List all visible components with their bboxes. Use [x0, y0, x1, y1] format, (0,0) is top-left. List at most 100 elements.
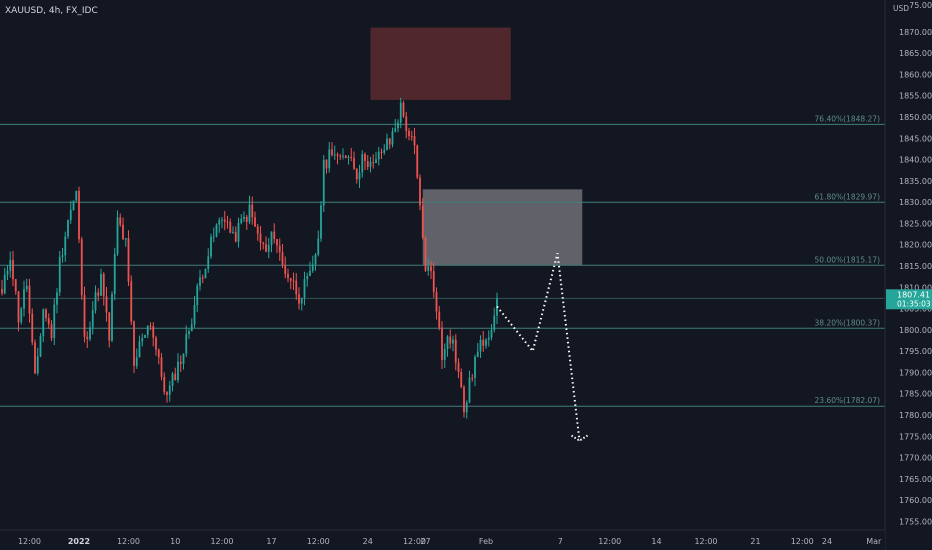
zones: [370, 27, 583, 266]
currency-label: USD: [893, 4, 909, 13]
candle-body: [3, 274, 6, 294]
candle-body: [86, 336, 89, 340]
candle-body: [443, 348, 446, 360]
candle-body: [64, 236, 67, 256]
candle-body: [254, 217, 256, 227]
candle-body: [457, 362, 460, 373]
candle-body: [226, 221, 229, 223]
candle-body: [465, 402, 468, 413]
fib-label: 23.60%(1782.07): [815, 396, 881, 405]
price-tick-label: 1825.00: [899, 219, 932, 228]
candle-body: [386, 138, 388, 150]
candle-body: [256, 226, 259, 234]
candle-body: [75, 190, 78, 201]
candle-body: [375, 159, 377, 164]
fib-label: 76.40%(1848.27): [815, 114, 881, 123]
candle-body: [463, 387, 465, 413]
price-tick-label: 1755.00: [899, 517, 932, 526]
time-tick-label: 24: [363, 537, 373, 546]
candle-body: [435, 292, 438, 312]
candle-body: [174, 373, 177, 381]
candle-body: [394, 128, 397, 132]
candle-body: [50, 324, 53, 339]
candle-body: [80, 239, 83, 296]
time-tick-label: 12:00: [791, 537, 814, 546]
candle-body: [133, 321, 135, 366]
current-price-badge[interactable]: [886, 289, 932, 310]
fib-retracement[interactable]: 76.40%(1848.27) 61.80%(1829.97) 50.00%(181…: [0, 114, 885, 407]
candle-body: [314, 254, 317, 265]
candle-body: [72, 200, 75, 210]
candle-body: [278, 245, 281, 253]
candle-body: [265, 244, 267, 252]
candle-body: [36, 356, 39, 374]
candle-body: [111, 294, 113, 341]
candle-body: [234, 232, 237, 242]
price-tick-label: 1815.00: [899, 262, 932, 271]
candle-body: [322, 159, 325, 206]
candle-body: [17, 291, 20, 323]
candle-body: [427, 266, 430, 271]
symbol-title: XAUUSD, 4h, FX_IDC: [5, 6, 98, 16]
candle-body: [281, 252, 284, 266]
time-tick-label: 12:00: [117, 537, 140, 546]
candle-body: [163, 376, 166, 393]
candle-body: [122, 224, 124, 240]
candle-body: [23, 289, 25, 309]
candle-body: [94, 292, 97, 311]
candle-body: [479, 339, 482, 352]
candle-body: [124, 238, 127, 240]
candle-body: [438, 311, 441, 328]
candle-body: [402, 102, 405, 117]
candle-body: [210, 236, 212, 257]
price-tick-label: 1785.00: [899, 390, 932, 399]
candle-body: [441, 327, 443, 360]
candle-body: [460, 372, 463, 388]
candle-body: [320, 205, 322, 239]
candle-body: [454, 339, 457, 363]
candle-body: [185, 334, 188, 354]
candle-body: [240, 218, 243, 224]
time-tick-label: Mar: [866, 537, 882, 546]
candle-body: [388, 138, 391, 145]
candle-body: [303, 279, 306, 299]
currency-bg: [890, 2, 910, 13]
candle-body: [69, 209, 72, 221]
candle-body: [267, 245, 270, 252]
candle-body: [287, 273, 289, 279]
candle-body: [273, 231, 276, 240]
candle-body: [471, 377, 474, 379]
candle-body: [369, 162, 372, 167]
candle-body: [6, 270, 9, 275]
candle-body: [127, 238, 130, 282]
candle-body: [56, 292, 58, 305]
price-tick-label: 1810.00: [899, 283, 932, 292]
candle-body: [61, 255, 64, 257]
candle-body: [487, 337, 490, 340]
candle-body: [14, 279, 17, 292]
candle-body: [166, 392, 168, 395]
time-tick-label: 7: [558, 537, 563, 546]
price-tick-label: 1840.00: [899, 156, 932, 165]
time-tick-label: Feb: [479, 537, 493, 546]
candle-body: [141, 337, 144, 342]
candle-body: [292, 280, 295, 282]
candle-body: [468, 377, 471, 403]
candle-body: [42, 309, 45, 337]
time-tick-label: 10: [170, 537, 180, 546]
candle-body: [251, 204, 254, 218]
candle-body: [311, 264, 314, 271]
fib-label: 50.00%(1815.17): [815, 255, 881, 264]
candle-body: [91, 310, 94, 328]
candle-countdown: 01:35:03: [897, 299, 931, 308]
price-tick-label: 1860.00: [899, 70, 932, 79]
candle-body: [119, 217, 122, 225]
candle-body: [270, 231, 273, 246]
candle-body: [432, 271, 435, 293]
candle-body: [89, 327, 91, 340]
candle-body: [413, 136, 416, 146]
candles: [1, 97, 498, 419]
